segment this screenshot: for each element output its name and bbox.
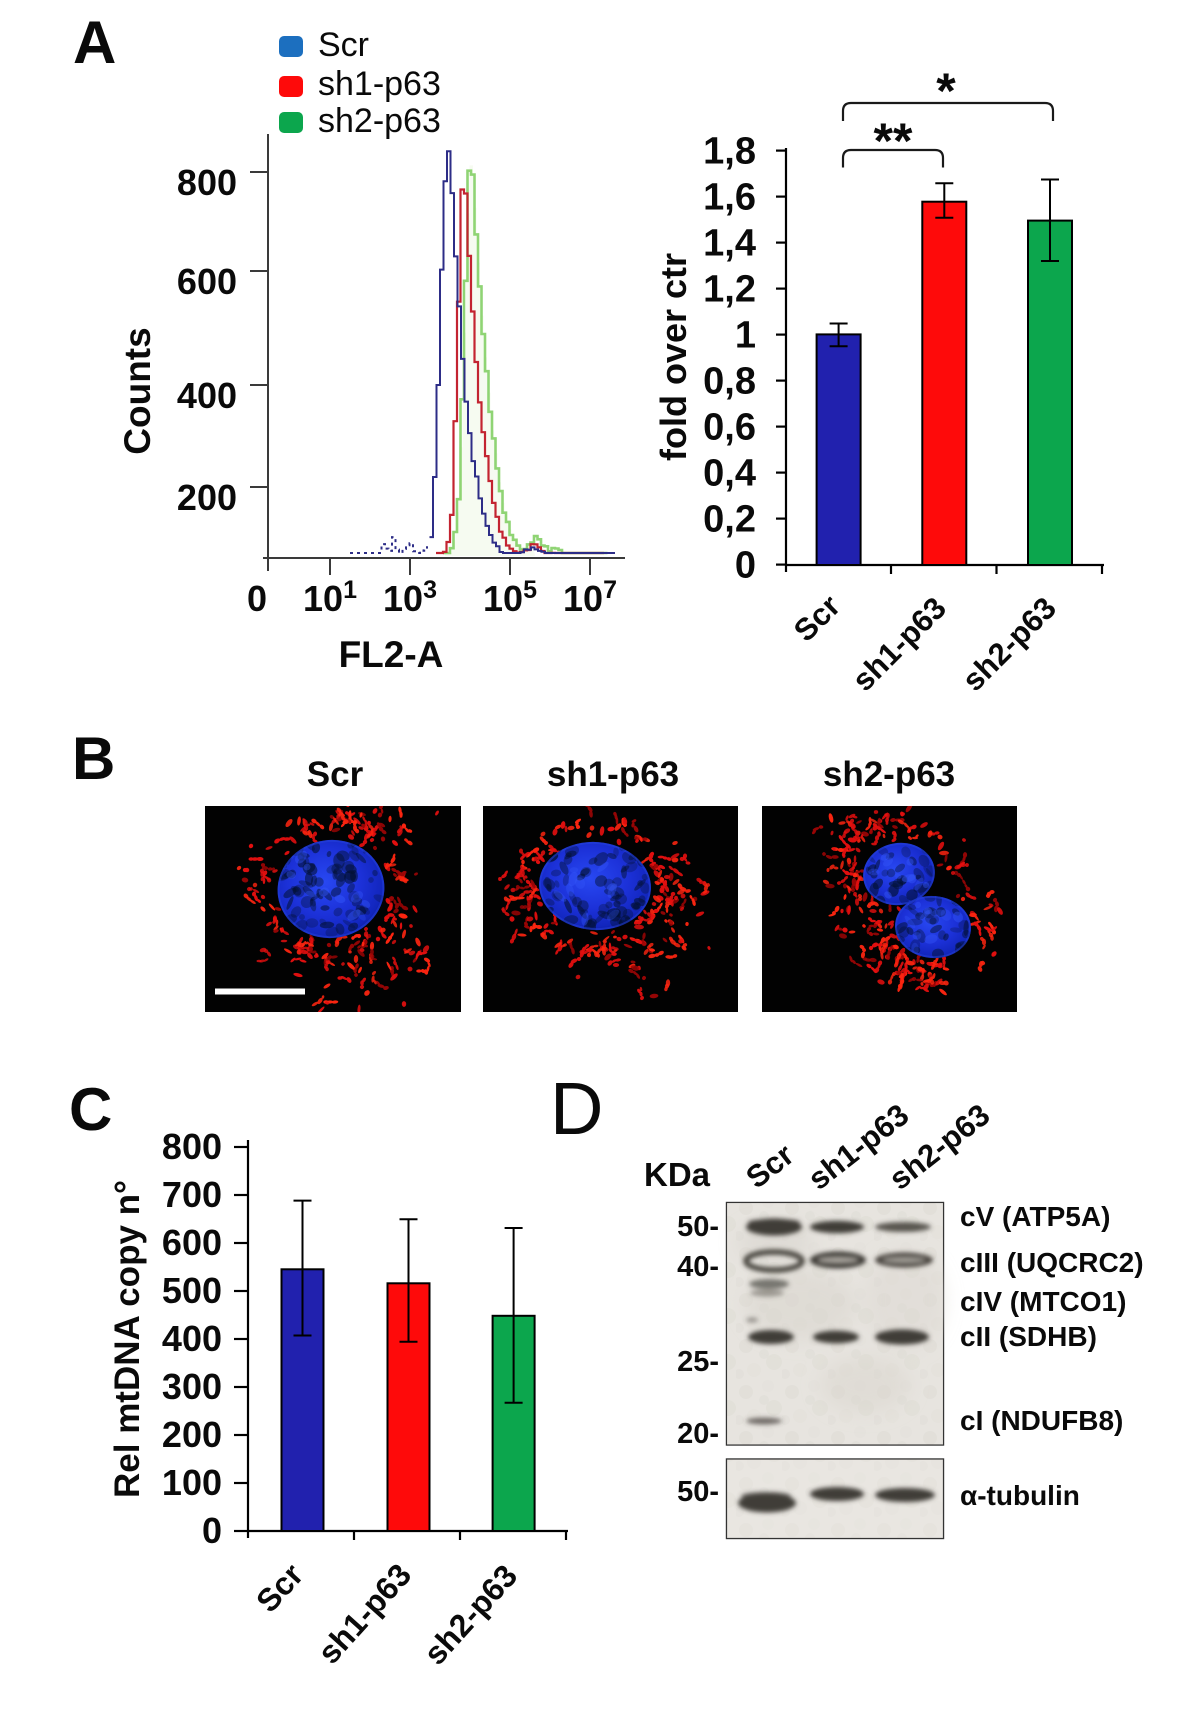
svg-text:*: * (936, 63, 956, 119)
svg-text:fold over ctr: fold over ctr (653, 253, 694, 461)
svg-text:Scr: Scr (249, 1557, 310, 1619)
svg-text:α-tubulin: α-tubulin (960, 1480, 1080, 1511)
svg-text:1: 1 (735, 315, 756, 357)
svg-text:0,8: 0,8 (703, 361, 756, 403)
svg-text:cII (SDHB): cII (SDHB) (960, 1321, 1097, 1352)
svg-text:Counts: Counts (117, 327, 158, 454)
svg-text:600: 600 (162, 1222, 222, 1263)
svg-text:A: A (73, 9, 116, 76)
svg-text:0,4: 0,4 (703, 453, 756, 495)
svg-text:0: 0 (202, 1510, 222, 1551)
svg-text:700: 700 (162, 1174, 222, 1215)
svg-text:cIII (UQCRC2): cIII (UQCRC2) (960, 1247, 1144, 1278)
svg-text:sh2-p63: sh2-p63 (318, 102, 441, 140)
svg-text:600: 600 (177, 261, 237, 302)
svg-text:300: 300 (162, 1366, 222, 1407)
svg-text:101: 101 (303, 576, 357, 619)
svg-text:400: 400 (162, 1318, 222, 1359)
svg-text:107: 107 (563, 576, 617, 619)
svg-text:100: 100 (162, 1462, 222, 1503)
svg-text:B: B (72, 725, 115, 792)
svg-text:200: 200 (162, 1414, 222, 1455)
svg-text:200: 200 (177, 477, 237, 518)
svg-text:40-: 40- (677, 1251, 719, 1283)
svg-text:sh1-p63: sh1-p63 (845, 590, 953, 698)
svg-text:50-: 50- (677, 1211, 719, 1243)
svg-text:1,4: 1,4 (703, 223, 756, 265)
svg-text:Rel mtDNA copy n°: Rel mtDNA copy n° (108, 1180, 147, 1498)
svg-text:KDa: KDa (644, 1156, 711, 1193)
svg-text:400: 400 (177, 375, 237, 416)
svg-text:25-: 25- (677, 1346, 719, 1378)
svg-text:0,2: 0,2 (703, 499, 756, 541)
svg-text:Scr: Scr (739, 1137, 800, 1195)
svg-text:800: 800 (162, 1126, 222, 1167)
svg-text:105: 105 (483, 576, 537, 619)
svg-text:**: ** (874, 113, 913, 169)
svg-text:cIV (MTCO1): cIV (MTCO1) (960, 1286, 1126, 1317)
svg-text:0,6: 0,6 (703, 407, 756, 449)
svg-text:C: C (69, 1076, 112, 1143)
svg-text:1,6: 1,6 (703, 177, 756, 219)
svg-text:0: 0 (247, 578, 267, 619)
svg-text:sh2-p63: sh2-p63 (955, 590, 1063, 698)
svg-text:20-: 20- (677, 1418, 719, 1450)
svg-text:sh2-p63: sh2-p63 (417, 1558, 525, 1672)
svg-text:D: D (550, 1067, 603, 1150)
svg-text:Scr: Scr (318, 26, 369, 64)
svg-text:cI (NDUFB8): cI (NDUFB8) (960, 1405, 1123, 1436)
svg-text:500: 500 (162, 1270, 222, 1311)
svg-text:sh2-p63: sh2-p63 (823, 755, 955, 794)
svg-text:0: 0 (735, 545, 756, 587)
svg-text:sh1-p63: sh1-p63 (311, 1557, 419, 1671)
svg-text:Scr: Scr (307, 755, 364, 794)
svg-text:103: 103 (383, 576, 437, 619)
svg-text:Scr: Scr (787, 588, 847, 648)
svg-text:1,2: 1,2 (703, 269, 756, 311)
svg-text:cV (ATP5A): cV (ATP5A) (960, 1201, 1110, 1232)
svg-text:800: 800 (177, 162, 237, 203)
svg-text:sh1-p63: sh1-p63 (547, 755, 679, 794)
svg-text:50-: 50- (677, 1476, 719, 1508)
svg-text:FL2-A: FL2-A (339, 634, 444, 675)
svg-text:sh1-p63: sh1-p63 (318, 65, 441, 103)
svg-text:1,8: 1,8 (703, 131, 756, 173)
